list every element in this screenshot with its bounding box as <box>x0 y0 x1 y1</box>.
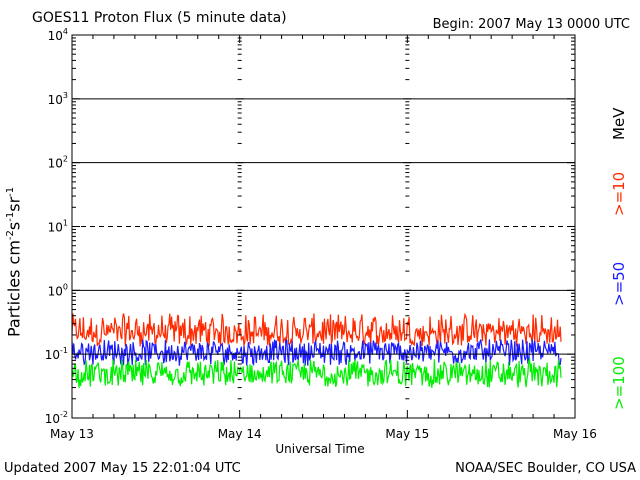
x-tick-label: May 16 <box>553 427 597 441</box>
y-tick-label-exp: 4 <box>63 27 68 36</box>
y-tick-label-base: 10 <box>48 29 63 43</box>
y-tick-label: 104 <box>48 27 68 43</box>
y-tick-label: 103 <box>48 91 68 107</box>
y-tick-label-exp: 2 <box>63 155 68 164</box>
y-axis-label-exp2: -1 <box>5 211 16 222</box>
x-tick-label: May 13 <box>50 427 94 441</box>
y-tick-label: 101 <box>48 219 68 235</box>
y-tick-label-exp: 3 <box>63 91 68 100</box>
y-tick-label-exp: -1 <box>60 346 68 355</box>
chart-title: GOES11 Proton Flux (5 minute data) <box>32 10 287 26</box>
x-tick-label: May 15 <box>385 427 429 441</box>
y-axis-label-mid1: s <box>4 221 24 231</box>
grid-layer <box>72 37 575 419</box>
legend-unit: MeV <box>610 107 628 140</box>
series-line-100mev <box>71 357 562 388</box>
y-axis-label-exp3: -1 <box>5 186 16 197</box>
credit-text: NOAA/SEC Boulder, CO USA <box>455 461 636 476</box>
y-tick-label: 102 <box>48 155 68 171</box>
y-tick-label-base: 10 <box>48 93 63 107</box>
y-tick-label: 10-2 <box>45 410 68 426</box>
begin-time: Begin: 2007 May 13 0000 UTC <box>432 17 630 32</box>
y-tick-label-base: 10 <box>48 284 63 298</box>
y-axis-label-mid2: sr <box>4 196 24 212</box>
y-tick-label-base: 10 <box>48 221 63 235</box>
y-tick-label-base: 10 <box>48 157 63 171</box>
series-line-10mev <box>71 312 562 347</box>
y-tick-label-exp: 1 <box>63 219 68 228</box>
y-tick-label-base: 10 <box>45 348 60 362</box>
x-tick-label: May 14 <box>218 427 262 441</box>
y-tick-label: 10-1 <box>45 346 68 362</box>
legend-item-10mev: >=10 <box>610 171 628 216</box>
updated-timestamp: Updated 2007 May 15 22:01:04 UTC <box>4 461 241 476</box>
x-axis-label: Universal Time <box>275 442 365 456</box>
y-axis-label: Particles cm-2s-1sr-1 <box>4 186 24 337</box>
legend-item-100mev: >=100 <box>610 356 628 410</box>
y-axis-label-exp1: -2 <box>5 230 16 241</box>
series-line-50mev <box>71 339 562 367</box>
y-axis-label-base: Particles cm <box>4 240 24 337</box>
y-tick-label-exp: -2 <box>60 410 68 419</box>
y-tick-label-exp: 0 <box>63 282 68 291</box>
y-tick-label-base: 10 <box>45 412 60 426</box>
y-tick-label: 100 <box>48 282 68 298</box>
legend-item-50mev: >=50 <box>610 261 628 306</box>
series-layer <box>71 312 562 388</box>
